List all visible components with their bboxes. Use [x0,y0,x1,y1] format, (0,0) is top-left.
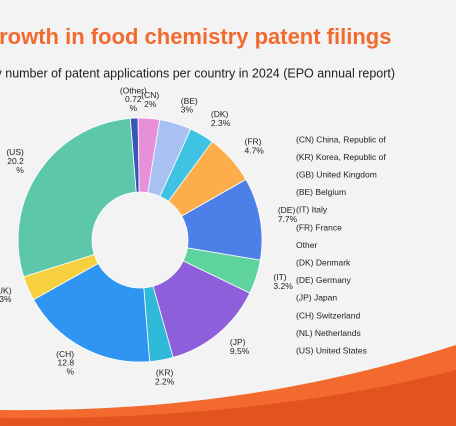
slice-value-part: 3% [181,105,194,115]
slice-category: (KR) [156,368,174,378]
legend-entry: (FR) France [296,222,342,232]
slice-category: (DK) [211,109,229,119]
slice-value-part: 2.2% [155,377,175,387]
legend-entry: (BE) Belgium [296,187,346,197]
slice-value-part: 4.7% [244,146,264,156]
slice-value-part: 2% [144,99,157,109]
slice-value-part: 20.2 [7,156,24,166]
legend-entry: (IT) Italy [296,205,328,215]
slice-value-part: % [130,103,138,113]
slice-value-part: 0.72 [125,94,142,104]
slice-category: (Other) [120,85,147,95]
slice-value: 3% [181,105,194,115]
legend-entry: (NL) Netherlands [296,328,361,338]
legend-entry: (CN) China, Republic of [296,134,386,144]
legend-entry: (JP) Japan [296,293,337,303]
slice-category: (DE) [278,205,296,215]
legend-entry: (DE) Germany [296,275,352,285]
slice-value: 7.7% [278,214,298,224]
slice-value: 2% [144,99,157,109]
legend-entry: (US) United States [296,345,367,355]
slice-value: 2.3% [211,118,231,128]
slice-category: (US) [6,147,24,157]
slice-category: (IT) [273,272,286,282]
slice-value-part: 12.8 [58,358,75,368]
slice-value: 3.2% [273,281,293,291]
slice-value: 9.5% [230,346,250,356]
slice [33,262,151,363]
slice-value-part: 3.2% [273,281,293,291]
chart-subtitle: Country number of patent applications pe… [0,66,395,80]
slice-value-part: % [16,165,24,175]
legend-entry: (CH) Switzerland [296,310,361,320]
slice-value: 4.7% [244,146,264,156]
slice-value-part: 9.5% [230,346,250,356]
slice-category: (UK) [0,285,12,295]
slice-category: (BE) [181,96,198,106]
legend-entry: (GB) United Kingdom [296,169,377,179]
slice-category: (CH) [56,349,74,359]
slice-value-part: 7.7% [278,214,298,224]
legend-entry: Other [296,240,317,250]
slice-value-part: 2.3% [211,118,231,128]
slice-value: 2.3% [0,294,12,304]
slice-value-part: 2.3% [0,294,12,304]
wave-dark [0,370,456,426]
chart-title: Growth in food chemistry patent filings [0,24,391,49]
slice-category: (FR) [244,137,261,147]
slice-value-part: % [67,367,75,377]
slice-value: 20.2% [7,156,24,175]
slice [17,117,137,278]
slice-value: 2.2% [155,377,175,387]
slice-category: (JP) [230,337,246,347]
slice-category: (CN) [141,90,159,100]
legend-entry: (DK) Denmark [296,257,351,267]
slice-value: 12.8% [58,358,75,377]
legend-entry: (KR) Korea, Republic of [296,152,386,162]
slice-value: 0.72% [125,94,142,113]
